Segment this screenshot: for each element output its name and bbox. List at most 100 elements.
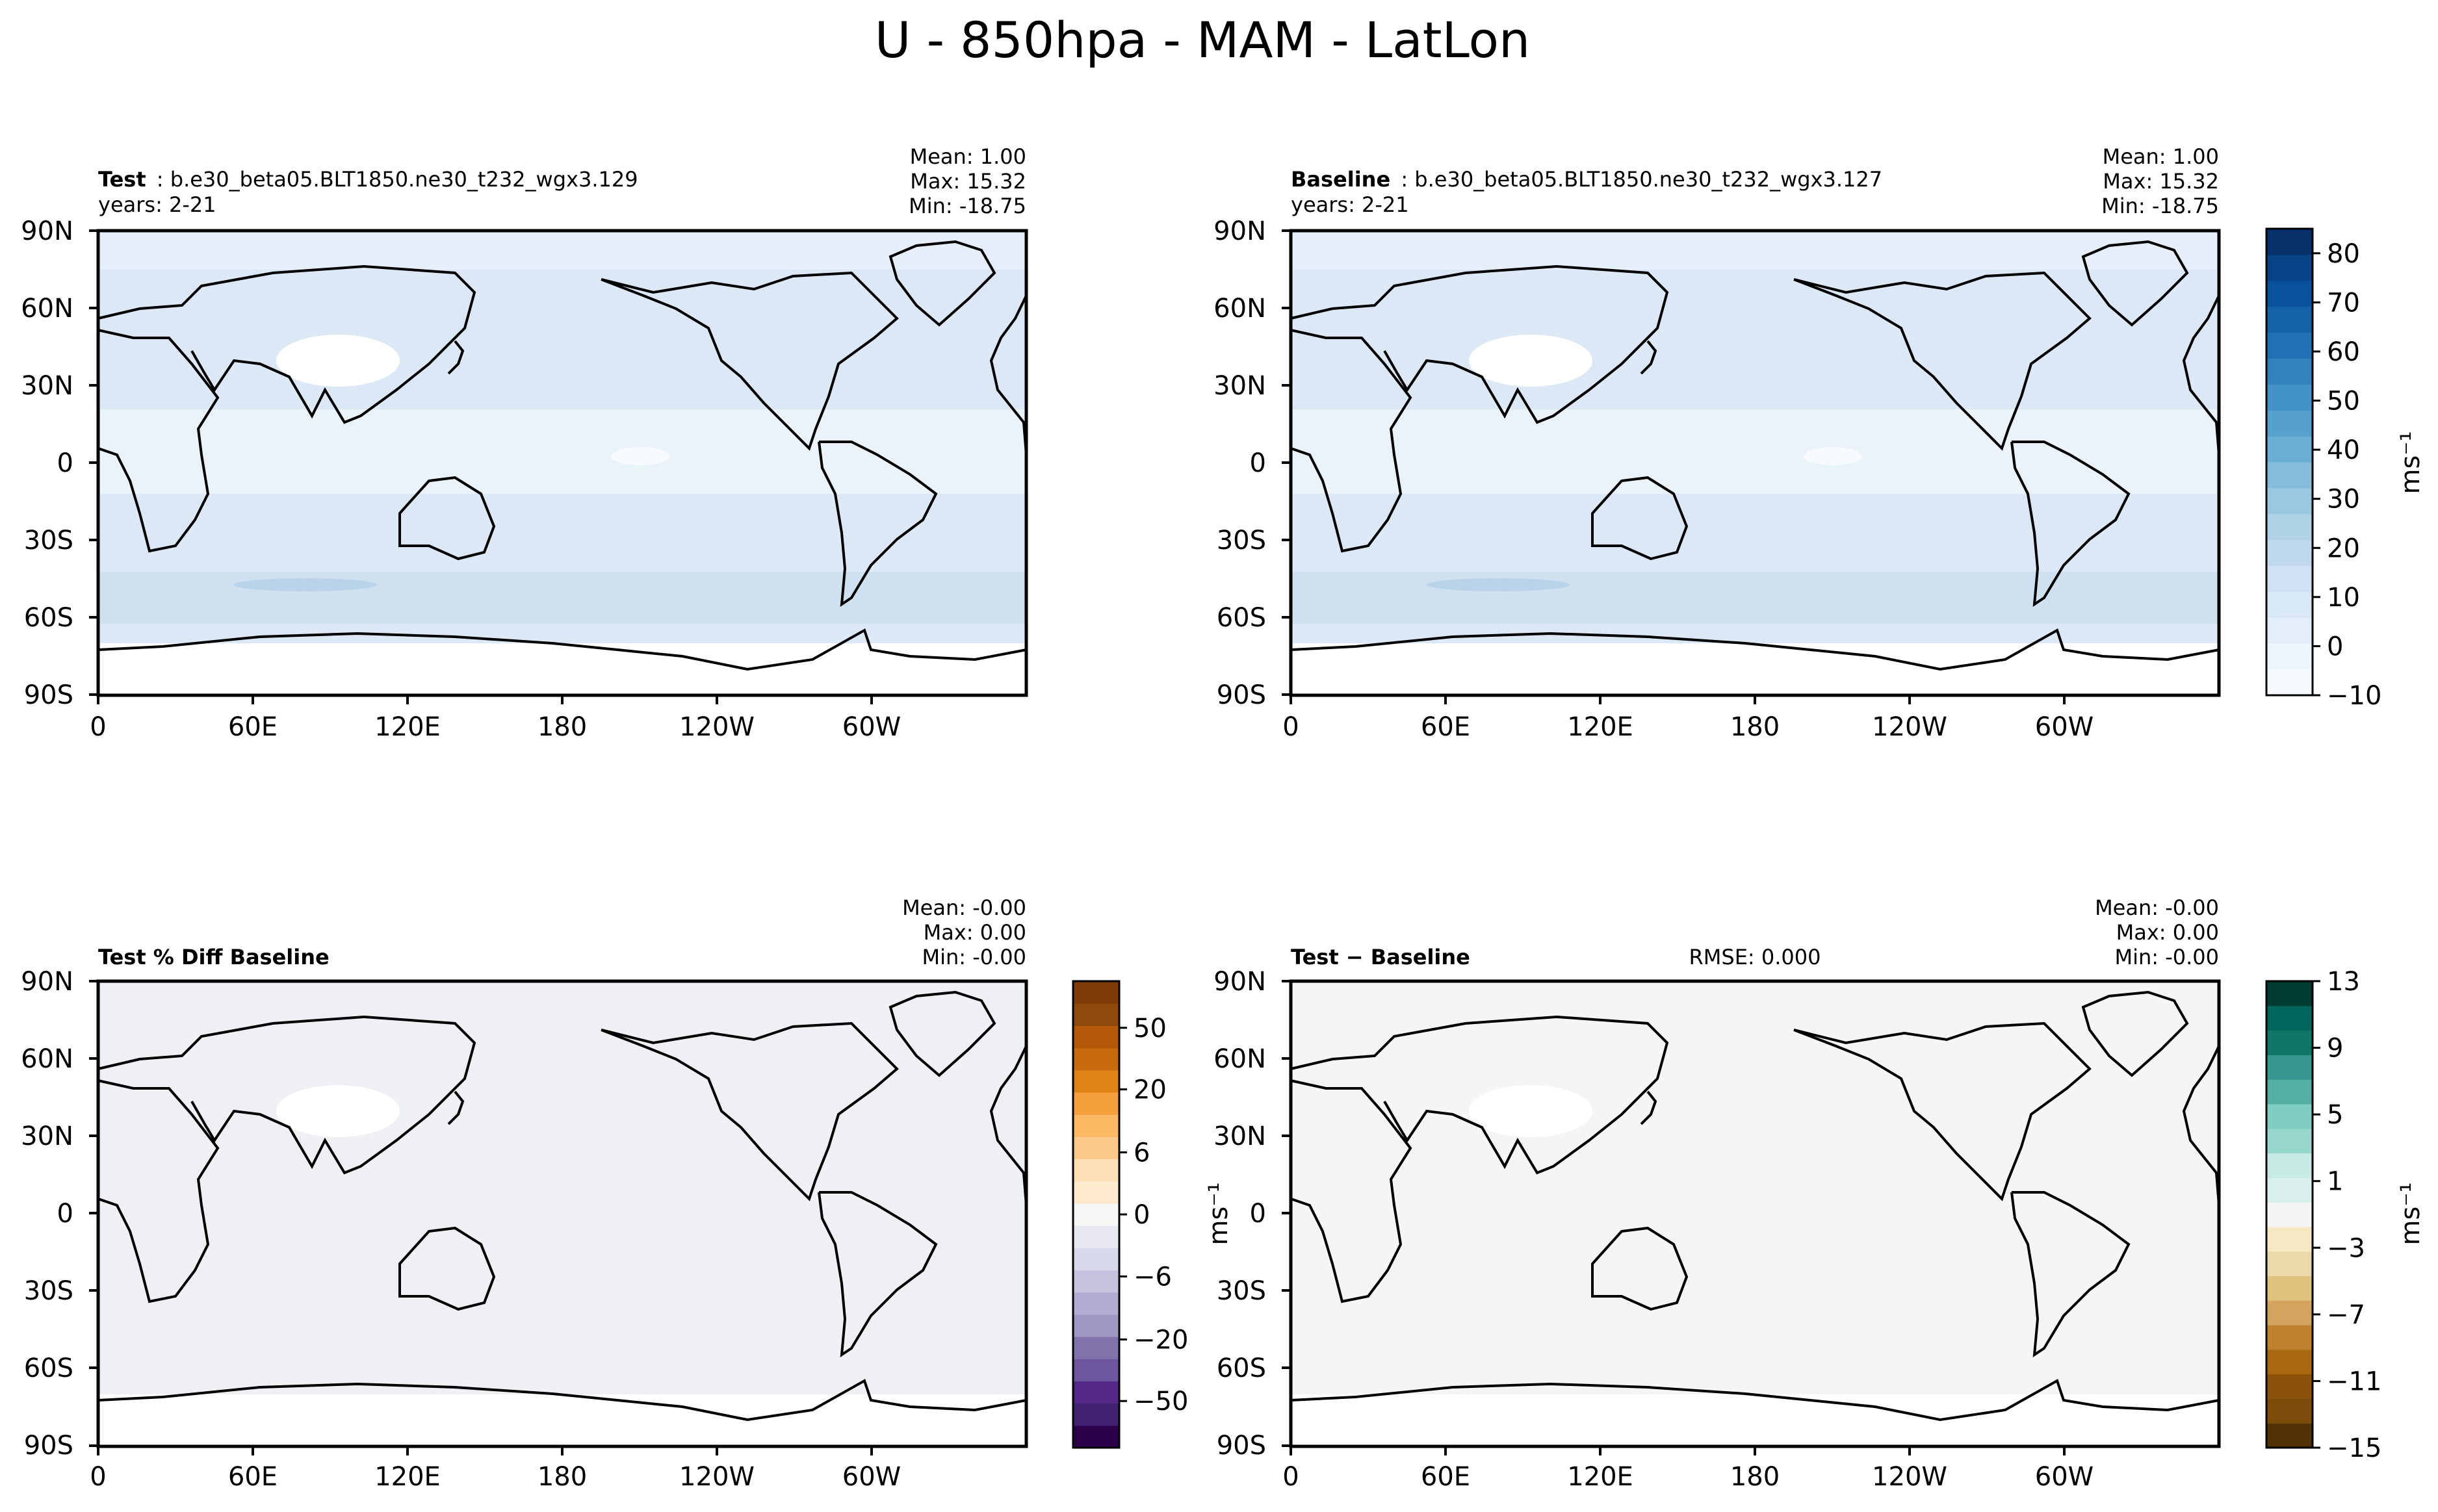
colorbar-brown-teal-segment	[2266, 1398, 2313, 1424]
colorbar-purple-orange-segment	[1073, 1092, 1119, 1115]
colorbar-purple-orange-tick-label: 20	[1134, 1075, 1167, 1105]
test-xtick-label: 60E	[228, 712, 278, 742]
pct-stat-mean: Mean: -0.00	[902, 895, 1026, 920]
colorbar-brown-teal-tick-label: 13	[2327, 967, 2360, 997]
colorbar-purple-orange-segment	[1073, 1292, 1119, 1315]
colorbar-brown-teal-segment	[2266, 1423, 2313, 1448]
baseline-ytick-label: 90N	[1213, 216, 1266, 246]
colorbar-brown-teal-segment	[2266, 1128, 2313, 1154]
test-stat-max: Max: 15.32	[910, 169, 1026, 194]
colorbar-blues-segment	[2266, 617, 2313, 644]
colorbar-blues-tick-label: 80	[2327, 239, 2360, 269]
colorbar-blues-segment	[2266, 229, 2313, 255]
test-band-tropics	[98, 409, 1026, 494]
diff-stat-mean: Mean: -0.00	[2095, 895, 2219, 920]
diff-xtick-label: 0	[1282, 1462, 1299, 1492]
pct-antarctica-mask	[98, 1394, 1026, 1446]
baseline-xtick-label: 180	[1730, 712, 1780, 742]
colorbar-purple-orange-segment	[1073, 1270, 1119, 1293]
test-x-axis: 0 60E 120E 180 120W 60W	[90, 695, 901, 742]
diff-map-field	[1291, 981, 2219, 1446]
diff-case-label: Test − Baseline	[1291, 945, 1470, 969]
colorbar-brown-teal-segment	[2266, 1079, 2313, 1105]
test-ytick-label: 30N	[21, 371, 73, 401]
test-equatorial-minimum	[611, 447, 669, 465]
panel-test: Mean: 1.00 Max: 15.32 Min: -18.75 Test :…	[21, 144, 1028, 742]
colorbar-purple-orange-tick-label: −20	[1134, 1325, 1188, 1355]
test-case-label: Test	[98, 167, 146, 192]
pct-case-label: Test % Diff Baseline	[98, 945, 330, 969]
colorbar-purple-orange-segment	[1073, 1203, 1119, 1226]
colorbar-brown-teal-tick-label: −11	[2327, 1366, 2381, 1396]
colorbar-blues-tick-label: 60	[2327, 337, 2360, 367]
baseline-stat-mean: Mean: 1.00	[2103, 144, 2219, 169]
colorbar-blues: 80 70 60 50 40 30 20 10 0 −10 ms⁻¹	[2265, 227, 2426, 711]
baseline-band-southern-jet	[1291, 572, 2219, 624]
pct-ytick-label: 60N	[21, 1044, 73, 1074]
colorbar-blues-segment	[2266, 487, 2313, 515]
colorbar-purple-orange-segment	[1073, 1025, 1119, 1049]
test-ytick-marks	[89, 229, 98, 696]
colorbar-blues-tick-label: 20	[2327, 533, 2360, 563]
test-xtick-label: 120E	[374, 712, 441, 742]
baseline-equatorial-minimum	[1804, 447, 1862, 465]
colorbar-blues-ticks: 80 70 60 50 40 30 20 10 0 −10	[2313, 239, 2381, 711]
diff-x-axis: 0 60E 120E 180 120W 60W	[1282, 1446, 2094, 1492]
pct-ytick-marks	[89, 980, 98, 1447]
baseline-xtick-label: 120W	[1872, 712, 1947, 742]
colorbar-blues-segment	[2266, 462, 2313, 489]
colorbar-brown-teal-ticks: 13 9 5 1 −3 −7 −11 −15	[2313, 967, 2381, 1463]
test-ytick-label: 60N	[21, 294, 73, 324]
pct-ytick-label: 30N	[21, 1121, 73, 1151]
colorbar-brown-teal-segment	[2266, 1325, 2313, 1350]
diff-rmse: RMSE: 0.000	[1689, 945, 1821, 969]
baseline-jet-core	[1427, 578, 1570, 591]
diff-xtick-label: 60W	[2035, 1462, 2094, 1492]
colorbar-blues-segment	[2266, 669, 2313, 696]
baseline-case-label: Baseline	[1291, 167, 1390, 192]
test-coastlines	[97, 240, 1028, 671]
colorbar-brown-teal-segment	[2266, 981, 2313, 1006]
colorbar-brown-teal-segment	[2266, 1300, 2313, 1326]
diff-ytick-marks	[1282, 980, 1291, 1447]
diff-xtick-label: 120E	[1567, 1462, 1633, 1492]
baseline-y-axis: 90N 60N 30N 0 30S 60S 90S	[1213, 216, 1291, 710]
colorbar-purple-orange-segment	[1073, 1003, 1119, 1026]
baseline-xtick-marks	[1290, 695, 2066, 704]
diff-stat-min: Min: -0.00	[2114, 945, 2219, 969]
colorbar-purple-orange-tick-label: 0	[1134, 1200, 1150, 1230]
colorbar-purple-orange-unit: ms⁻¹	[1204, 1183, 1234, 1246]
colorbar-blues-unit: ms⁻¹	[2396, 431, 2426, 494]
baseline-stat-max: Max: 15.32	[2103, 169, 2219, 194]
colorbar-blues-segment	[2266, 565, 2313, 593]
colorbar-blues-segment	[2266, 384, 2313, 411]
baseline-header-line: Baseline : b.e30_beta05.BLT1850.ne30_t23…	[1291, 167, 1882, 192]
pct-coastlines	[97, 990, 1028, 1422]
test-band-southern-jet	[98, 572, 1026, 624]
test-xtick-label: 0	[90, 712, 106, 742]
colorbar-purple-orange-ticks: 50 20 6 0 −6 −20 −50	[1119, 1014, 1188, 1416]
colorbar-brown-teal-tick-label: 9	[2327, 1034, 2343, 1064]
test-band-north	[98, 231, 1026, 270]
baseline-ytick-label: 0	[1250, 448, 1266, 478]
test-stat-mean: Mean: 1.00	[910, 144, 1026, 169]
colorbar-purple-orange-segment	[1073, 1337, 1119, 1359]
baseline-map	[1289, 229, 2221, 697]
pct-ytick-label: 0	[57, 1199, 73, 1229]
colorbar-purple-orange-segment	[1073, 1248, 1119, 1271]
diff-antarctica-mask	[1291, 1394, 2219, 1446]
colorbar-blues-frame	[2265, 227, 2314, 697]
diff-map	[1289, 979, 2221, 1448]
diff-ytick-label: 90S	[1217, 1431, 1266, 1461]
pct-xtick-label: 180	[538, 1462, 587, 1492]
colorbar-brown-teal-tick-label: −7	[2327, 1300, 2365, 1330]
pct-xtick-label: 120W	[679, 1462, 755, 1492]
diff-xtick-label: 120W	[1872, 1462, 1947, 1492]
colorbar-purple-orange-segment	[1073, 1359, 1119, 1382]
diff-ytick-label: 90N	[1213, 967, 1266, 997]
test-stat-min: Min: -18.75	[909, 194, 1026, 218]
diff-ytick-label: 60N	[1213, 1044, 1266, 1074]
colorbar-brown-teal-tick-label: −3	[2327, 1233, 2365, 1263]
test-antarctica-mask	[98, 643, 1026, 695]
